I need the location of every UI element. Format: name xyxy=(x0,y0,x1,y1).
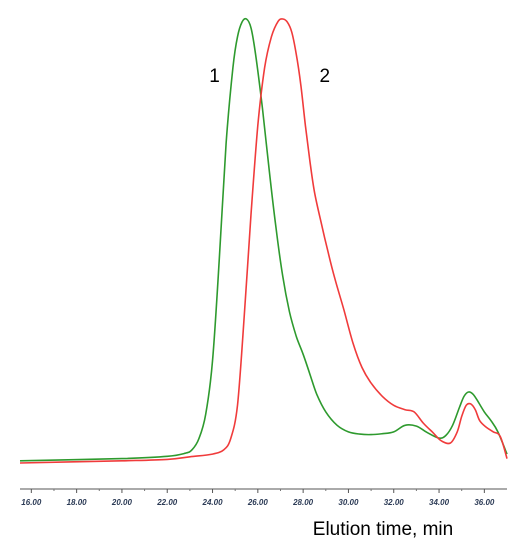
series-1-line xyxy=(19,17,508,462)
series-label-2: 2 xyxy=(319,66,330,87)
series-2-line xyxy=(19,18,508,464)
x-tick-label: 24.00 xyxy=(202,498,224,507)
x-tick-label: 18.00 xyxy=(67,498,88,507)
series-label-1: 1 xyxy=(209,66,220,87)
x-tick-label: 20.00 xyxy=(111,498,133,507)
x-tick-label: 26.00 xyxy=(247,498,269,507)
x-axis-ticks: 16.00 18.00 20.00 22.00 24.00 26.00 28.00 30.00… xyxy=(21,489,495,507)
x-tick-label: 28.00 xyxy=(292,498,314,507)
x-tick-label: 34.00 xyxy=(429,498,450,507)
chart-curves xyxy=(19,17,508,464)
x-tick-label: 32.00 xyxy=(384,498,405,507)
x-tick-label: 16.00 xyxy=(21,498,42,507)
x-tick-label: 22.00 xyxy=(156,498,178,507)
x-tick-label: 30.00 xyxy=(338,498,359,507)
x-axis-title: Elution time, min xyxy=(313,519,453,540)
x-tick-label: 36.00 xyxy=(474,498,495,507)
